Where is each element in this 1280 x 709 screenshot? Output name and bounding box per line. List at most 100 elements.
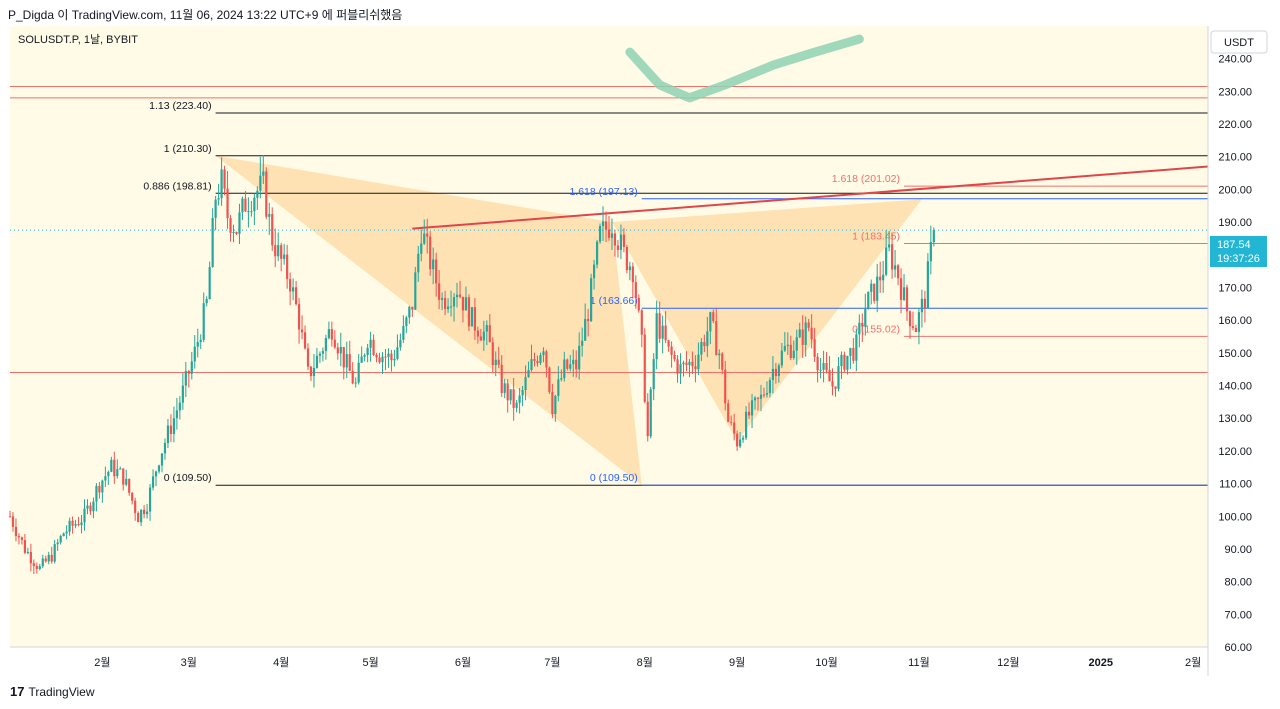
candle-body[interactable]	[744, 411, 748, 438]
candle-body[interactable]	[831, 381, 834, 387]
resistance-trendline[interactable]	[412, 165, 1209, 230]
candle-body[interactable]	[876, 276, 879, 301]
candle-body[interactable]	[750, 400, 754, 416]
candle-body[interactable]	[634, 282, 637, 298]
candle-body[interactable]	[712, 312, 715, 322]
candle-body[interactable]	[381, 356, 384, 363]
candle-body[interactable]	[417, 253, 420, 273]
candle-body[interactable]	[143, 509, 146, 515]
candle-body[interactable]	[825, 363, 828, 371]
candle-body[interactable]	[584, 318, 587, 341]
candle-body[interactable]	[548, 367, 551, 392]
candle-body[interactable]	[175, 410, 178, 419]
candle-body[interactable]	[625, 247, 628, 271]
candle-body[interactable]	[351, 370, 354, 384]
candle-body[interactable]	[163, 442, 167, 454]
candle-body[interactable]	[357, 362, 360, 383]
candle-body[interactable]	[500, 364, 503, 393]
candle-body[interactable]	[914, 327, 918, 332]
candle-body[interactable]	[95, 485, 98, 502]
candle-body[interactable]	[756, 397, 760, 399]
candle-body[interactable]	[157, 465, 161, 472]
candle-body[interactable]	[521, 390, 524, 396]
candle-body[interactable]	[491, 342, 494, 366]
candle-body[interactable]	[855, 334, 858, 361]
candle-body[interactable]	[911, 326, 915, 328]
candle-body[interactable]	[882, 274, 885, 281]
candle-body[interactable]	[375, 354, 378, 358]
candle-body[interactable]	[810, 327, 813, 340]
candle-body[interactable]	[742, 437, 745, 440]
candle-body[interactable]	[795, 337, 798, 351]
candle-body[interactable]	[762, 394, 766, 396]
candle-body[interactable]	[607, 229, 611, 238]
candle-body[interactable]	[333, 339, 336, 348]
candle-body[interactable]	[292, 287, 295, 292]
candle-body[interactable]	[399, 339, 402, 348]
candle-body[interactable]	[396, 347, 399, 359]
candle-body[interactable]	[783, 346, 786, 351]
candle-body[interactable]	[598, 226, 602, 242]
candle-body[interactable]	[873, 283, 876, 301]
candle-body[interactable]	[330, 329, 333, 340]
candle-body[interactable]	[303, 332, 307, 349]
candle-body[interactable]	[423, 233, 426, 244]
candle-body[interactable]	[443, 298, 447, 310]
candle-body[interactable]	[631, 266, 634, 283]
candle-body[interactable]	[557, 379, 560, 396]
candle-body[interactable]	[265, 171, 268, 217]
candle-body[interactable]	[828, 370, 831, 382]
candle-body[interactable]	[220, 169, 223, 199]
candle-body[interactable]	[438, 283, 441, 300]
candle-body[interactable]	[476, 330, 479, 337]
candle-body[interactable]	[372, 339, 375, 355]
candle-body[interactable]	[578, 345, 581, 370]
candle-body[interactable]	[858, 322, 861, 335]
candle-body[interactable]	[241, 198, 244, 213]
candle-body[interactable]	[664, 325, 667, 341]
candle-body[interactable]	[864, 309, 867, 327]
candle-body[interactable]	[160, 453, 164, 466]
candle-body[interactable]	[110, 459, 113, 472]
candle-body[interactable]	[414, 272, 417, 310]
candle-body[interactable]	[721, 353, 724, 370]
candle-body[interactable]	[533, 359, 536, 361]
candle-body[interactable]	[715, 321, 718, 356]
candle-body[interactable]	[932, 230, 935, 243]
candle-body[interactable]	[888, 244, 891, 248]
candle-body[interactable]	[685, 362, 688, 366]
candle-body[interactable]	[616, 245, 620, 250]
price-axis[interactable]: 60.00 70.00 80.00 90.00 100.00 110.00 120.00 13…	[1218, 54, 1252, 654]
candle-body[interactable]	[125, 478, 128, 485]
candle-body[interactable]	[870, 283, 873, 292]
candle-body[interactable]	[53, 544, 56, 562]
candle-body[interactable]	[244, 198, 247, 212]
candle-body[interactable]	[387, 353, 390, 358]
candle-body[interactable]	[709, 312, 712, 332]
candle-body[interactable]	[879, 276, 882, 281]
candle-body[interactable]	[727, 403, 730, 422]
candle-body[interactable]	[8, 516, 12, 518]
candle-body[interactable]	[730, 421, 733, 423]
candle-body[interactable]	[837, 366, 840, 389]
candle-body[interactable]	[891, 244, 894, 270]
candle-body[interactable]	[819, 369, 822, 371]
candle-body[interactable]	[274, 245, 277, 257]
candle-body[interactable]	[667, 340, 670, 347]
candle-body[interactable]	[247, 211, 250, 213]
candle-body[interactable]	[238, 212, 241, 234]
candle-body[interactable]	[792, 350, 795, 359]
candle-body[interactable]	[682, 362, 685, 365]
candle-body[interactable]	[145, 511, 149, 515]
candle-body[interactable]	[706, 331, 709, 347]
candle-body[interactable]	[426, 233, 429, 237]
candle-body[interactable]	[852, 348, 855, 361]
candle-body[interactable]	[140, 509, 143, 523]
candle-body[interactable]	[339, 347, 342, 354]
candle-body[interactable]	[44, 558, 47, 562]
candle-body[interactable]	[554, 395, 557, 415]
candle-body[interactable]	[312, 367, 316, 377]
candle-body[interactable]	[441, 298, 444, 300]
candle-body[interactable]	[294, 287, 298, 305]
